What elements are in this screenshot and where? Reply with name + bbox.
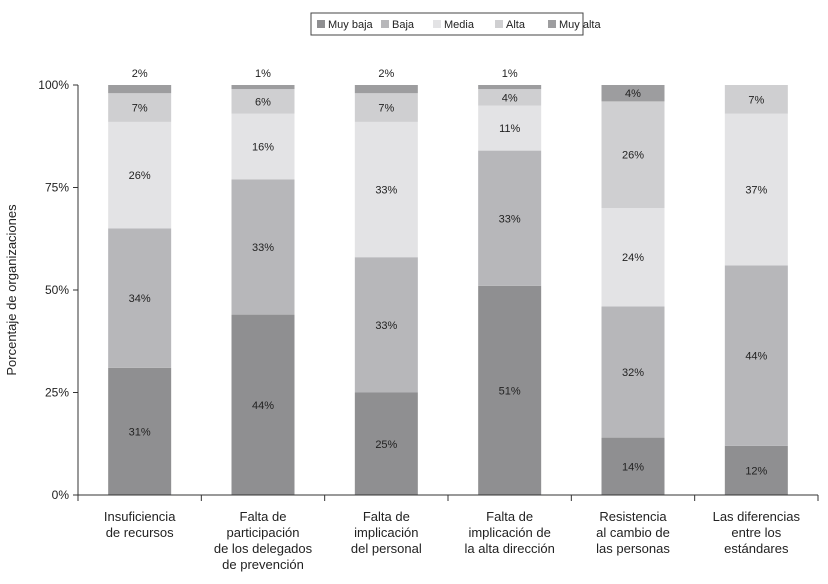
data-label: 1% <box>255 68 271 80</box>
data-label: 4% <box>502 92 518 104</box>
legend-label: Baja <box>392 19 415 31</box>
bar-segment <box>354 85 418 94</box>
data-label: 26% <box>129 170 151 182</box>
data-label: 34% <box>129 293 151 305</box>
bar-segment <box>478 105 542 151</box>
legend-label: Muy baja <box>328 19 374 31</box>
x-tick-label: implicación de <box>468 525 550 540</box>
x-tick-label: de los delegados <box>214 541 313 556</box>
legend-box <box>310 12 584 36</box>
data-label: 31% <box>129 426 151 438</box>
bar-segment <box>601 85 665 102</box>
y-axis-label: Porcentaje de organizaciones <box>4 204 19 376</box>
bar-segment <box>231 85 295 90</box>
x-tick-label: Falta de <box>486 509 533 524</box>
data-label: 25% <box>375 439 397 451</box>
bars: 31% 34% 26% 7% 2% 44% 33% 16% 6% 1% 25% 33% 33% 7% 2% 5… <box>108 68 788 495</box>
x-tick-label: las personas <box>596 541 670 556</box>
x-tick-label: Falta de <box>240 509 287 524</box>
x-tick-label: al cambio de <box>596 525 670 540</box>
legend-label: Muy alta <box>559 19 601 31</box>
y-tick-label: 50% <box>45 283 69 297</box>
bar-segment <box>601 208 665 307</box>
data-label: 51% <box>499 385 521 397</box>
bar-segment <box>601 437 665 495</box>
bar-segment <box>231 89 295 114</box>
data-label: 4% <box>625 88 641 100</box>
y-axis: 0% 25% 50% 75% 100% <box>38 78 79 502</box>
bar-segment <box>354 257 418 393</box>
data-label: 44% <box>745 351 767 363</box>
x-tick-label: la alta dirección <box>465 541 555 556</box>
data-label: 2% <box>378 68 394 80</box>
legend-swatch <box>317 20 325 28</box>
data-label: 33% <box>499 213 521 225</box>
legend-swatch <box>381 20 389 28</box>
y-tick-label: 0% <box>52 488 70 502</box>
bar-segment <box>108 367 172 495</box>
data-label: 12% <box>745 465 767 477</box>
bar-segment <box>108 228 172 368</box>
bar-segment <box>478 150 542 286</box>
bar-segment <box>724 85 788 114</box>
x-tick-label: entre los <box>731 525 781 540</box>
y-tick-label: 25% <box>45 386 69 400</box>
bar-segment <box>354 93 418 122</box>
data-label: 16% <box>252 142 274 154</box>
legend: Muy baja Baja Media Alta Muy alta <box>310 12 601 36</box>
bar-segment <box>231 113 295 180</box>
x-tick-label: de recursos <box>106 525 174 540</box>
data-label: 7% <box>132 103 148 115</box>
bar-segment <box>601 306 665 438</box>
data-label: 11% <box>499 123 520 135</box>
data-label: 14% <box>622 461 644 473</box>
data-label: 6% <box>255 96 271 108</box>
data-label: 37% <box>745 185 767 197</box>
bar-segment <box>108 85 172 94</box>
x-tick-label: Las diferencias <box>713 509 801 524</box>
bar-segment <box>724 445 788 495</box>
data-label: 2% <box>132 68 148 80</box>
legend-swatch <box>433 20 441 28</box>
bar-segment <box>724 265 788 446</box>
data-label: 7% <box>378 103 394 115</box>
legend-label: Alta <box>506 19 526 31</box>
x-tick-label: implicación <box>354 525 418 540</box>
data-label: 33% <box>375 320 397 332</box>
data-label: 7% <box>748 94 764 106</box>
bar-segment <box>231 314 295 495</box>
data-label: 26% <box>622 150 644 162</box>
data-label: 1% <box>502 68 518 80</box>
bar-segment <box>478 85 542 90</box>
x-tick-label: Insuficiencia <box>104 509 176 524</box>
bar-segment <box>601 101 665 208</box>
data-label: 33% <box>252 242 274 254</box>
bar-segment <box>108 121 172 229</box>
x-tick-label: Resistencia <box>599 509 667 524</box>
bar-segment <box>354 121 418 258</box>
x-tick-label: participación <box>227 525 300 540</box>
x-tick-label: del personal <box>351 541 422 556</box>
bar-segment <box>478 285 542 495</box>
x-tick-label: de prevención <box>222 557 304 572</box>
bar-segment <box>478 89 542 106</box>
y-tick-label: 100% <box>38 78 69 92</box>
bar-segment <box>231 179 295 315</box>
data-label: 32% <box>622 367 644 379</box>
x-tick-label: estándares <box>724 541 789 556</box>
data-label: 24% <box>622 252 644 264</box>
x-tick-label: Falta de <box>363 509 410 524</box>
data-label: 33% <box>375 185 397 197</box>
legend-swatch <box>495 20 503 28</box>
bar-segment <box>108 93 172 122</box>
bar-segment <box>354 392 418 495</box>
legend-swatch <box>548 20 556 28</box>
y-tick-label: 75% <box>45 181 69 195</box>
legend-label: Media <box>444 19 475 31</box>
data-label: 44% <box>252 400 274 412</box>
bar-segment <box>724 113 788 266</box>
